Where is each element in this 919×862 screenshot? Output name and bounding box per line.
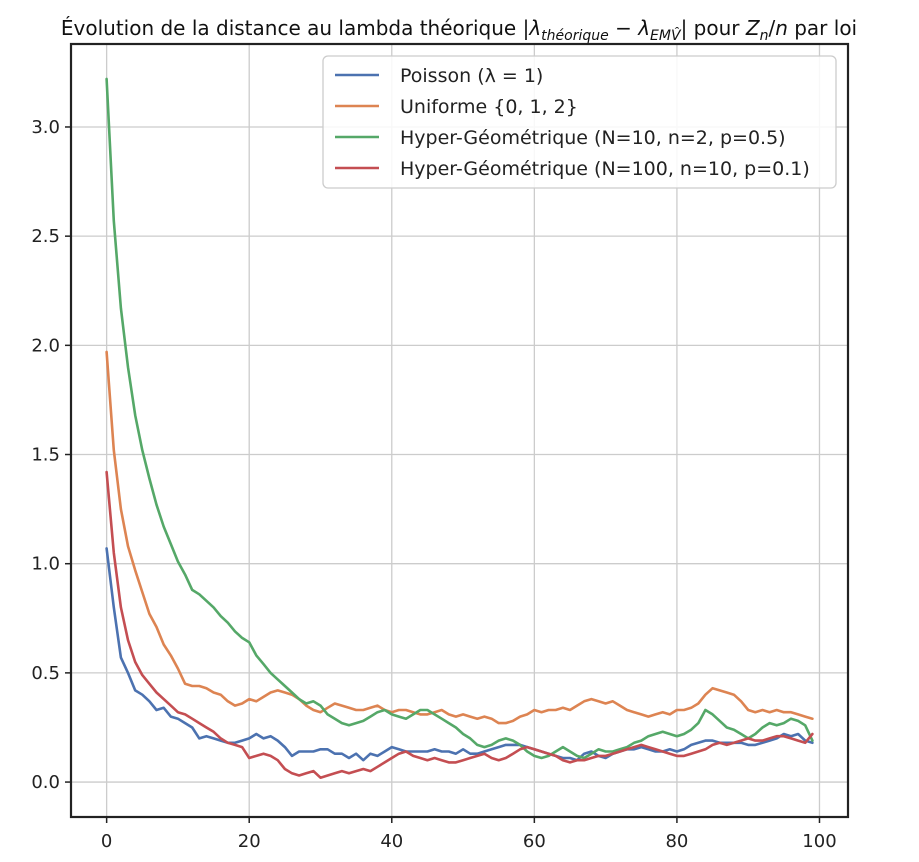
y-tick-label: 2.0 <box>31 335 60 356</box>
series-line-1 <box>105 547 814 762</box>
legend-label: Uniforme {0, 1, 2} <box>400 96 578 118</box>
title-slash: / <box>768 16 775 40</box>
title-lambda-1: λ <box>528 16 541 40</box>
x-tick-label: 80 <box>665 831 688 852</box>
x-axis: 0 20 40 60 80 100 <box>101 817 837 852</box>
plot-frame <box>69 42 850 819</box>
y-tick-label: 1.0 <box>31 554 60 575</box>
title-n: n <box>775 16 788 40</box>
x-tick-label: 40 <box>380 831 403 852</box>
legend-box <box>322 55 837 189</box>
legend-label: Poisson (λ = 1) <box>400 65 543 87</box>
y-tick-label: 1.5 <box>31 445 60 466</box>
chart-title: Évolution de la distance au lambda théor… <box>61 16 857 44</box>
y-tick-label: 0.5 <box>31 663 60 684</box>
title-sub-n: n <box>760 28 769 44</box>
series-line-2 <box>105 350 814 725</box>
title-suffix: par loi <box>788 16 857 40</box>
legend-label: Hyper-Géométrique (N=10, n=2, p=0.5) <box>400 127 786 149</box>
x-tick-label: 60 <box>523 831 546 852</box>
title-prefix: Évolution de la distance au lambda théor… <box>61 16 529 40</box>
series-line-4 <box>105 470 814 780</box>
title-z: Z <box>745 16 761 40</box>
title-lambda-2: λ <box>637 16 650 40</box>
y-tick-label: 0.0 <box>31 772 60 793</box>
title-minus: − <box>609 16 638 40</box>
x-tick-label: 0 <box>101 831 112 852</box>
title-sub-emv: EMV̂ <box>650 27 682 44</box>
legend: Poisson (λ = 1) Uniforme {0, 1, 2} Hyper-G… <box>322 55 837 189</box>
legend-label: Hyper-Géométrique (N=100, n=10, p=0.1) <box>400 158 810 180</box>
title-sub-theorique: théorique <box>541 28 609 44</box>
y-axis: 0.0 0.5 1.0 1.5 2.0 2.5 3.0 <box>31 117 71 793</box>
x-tick-label: 20 <box>238 831 261 852</box>
y-tick-label: 3.0 <box>31 117 60 138</box>
x-tick-label: 100 <box>802 831 836 852</box>
y-tick-label: 2.5 <box>31 226 60 247</box>
series-group <box>105 77 814 780</box>
series-line-3 <box>105 77 814 760</box>
title-middle: | pour <box>681 16 746 40</box>
